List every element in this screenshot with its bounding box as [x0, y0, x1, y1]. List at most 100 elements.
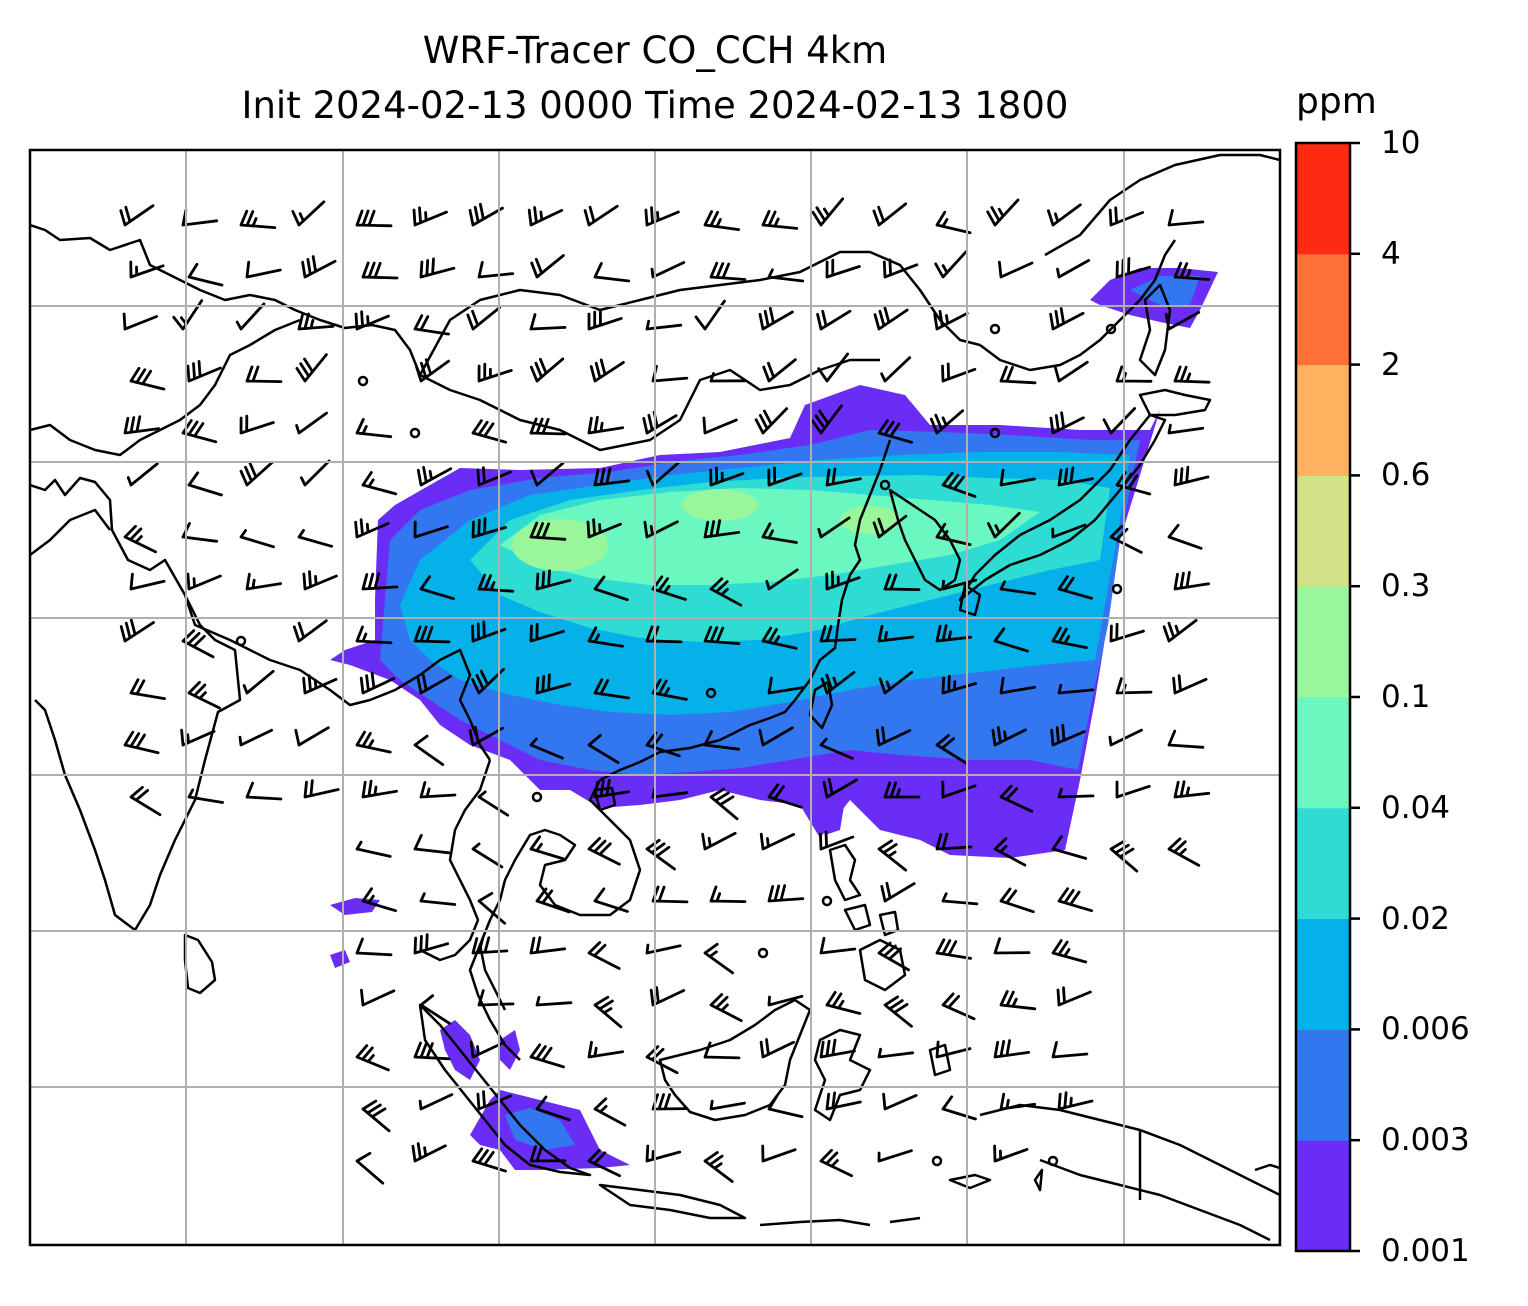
wind-barb	[413, 933, 450, 955]
wind-barb	[817, 516, 851, 539]
wind-barb	[709, 466, 745, 487]
wind-barb	[1051, 939, 1088, 964]
colorbar-unit-label: ppm	[1296, 81, 1377, 122]
wind-barb	[999, 676, 1036, 695]
wind-barb	[355, 730, 392, 754]
wind-barb	[1057, 1091, 1094, 1111]
tracer-concentration-field	[330, 268, 1218, 1170]
wind-barb	[872, 514, 908, 539]
wind-barb	[998, 260, 1034, 279]
wind-barb	[880, 881, 916, 903]
wind-barb	[359, 671, 396, 695]
wind-barb	[941, 578, 978, 591]
wind-barb	[122, 312, 158, 331]
coastline-borneo	[658, 998, 812, 1122]
wind-barb	[355, 937, 393, 957]
wind-barb	[468, 202, 504, 227]
colorbar-tick-label: 2	[1381, 346, 1401, 383]
wind-barb	[535, 887, 571, 914]
wind-barb	[295, 353, 328, 383]
wind-barb	[645, 319, 683, 331]
wind-barb	[935, 1040, 972, 1059]
wind-barb	[529, 737, 564, 760]
wind-barb	[527, 206, 564, 227]
wind-barb	[245, 781, 283, 801]
wind-barb	[529, 313, 567, 331]
wind-barb	[294, 726, 330, 747]
wind-barb	[593, 778, 630, 799]
coastline-philippines-mindanao	[858, 938, 907, 992]
plume-sumatra-inner	[505, 1108, 575, 1150]
colorbar-segment	[1296, 1029, 1350, 1141]
wind-barb	[593, 575, 629, 602]
wind-barb	[1162, 619, 1198, 643]
wind-barb	[1102, 407, 1136, 435]
wind-barb	[477, 261, 515, 279]
title-line-2: Init 2024-02-13 0000 Time 2024-02-13 180…	[241, 84, 1069, 127]
wind-barb	[765, 568, 799, 591]
wind-barb	[1049, 307, 1085, 331]
wind-barb	[583, 204, 619, 227]
wind-barb	[530, 254, 565, 279]
wind-barb	[767, 1094, 804, 1119]
wind-barb	[466, 306, 501, 331]
wind-barb	[529, 622, 565, 643]
coastline-halmahera	[928, 1043, 952, 1077]
wind-barb	[239, 414, 275, 435]
wind-barb	[181, 629, 215, 659]
wind-barb	[123, 730, 160, 755]
wind-barb	[476, 466, 512, 487]
wind-barb	[129, 678, 166, 700]
wind-barb	[767, 466, 803, 487]
wind-barb	[761, 626, 798, 650]
wind-barb	[762, 358, 797, 383]
colorbar-tick-label: 0.6	[1381, 457, 1431, 494]
wind-barb	[239, 209, 277, 229]
wind-barb	[877, 419, 914, 444]
wind-barb	[877, 1149, 913, 1163]
wind-barb	[1173, 571, 1210, 591]
wind-barb	[819, 936, 857, 955]
colorbar-tick-label: 4	[1381, 235, 1401, 272]
wind-barb	[991, 726, 1027, 747]
wind-barbs	[119, 197, 1211, 1185]
wind-barb	[825, 467, 862, 487]
wind-barb	[993, 1039, 1031, 1059]
wind-barb	[819, 830, 855, 851]
wind-barb	[702, 416, 738, 435]
wind-barb	[186, 360, 222, 383]
wind-barb	[758, 306, 794, 331]
wind-barb	[587, 1040, 624, 1059]
wind-barb	[1167, 523, 1203, 550]
wind-barb	[999, 990, 1037, 1011]
wind-barb	[941, 892, 979, 906]
wind-barb	[593, 887, 629, 913]
wind-barb	[934, 250, 968, 279]
colorbar-segment	[1296, 586, 1350, 698]
wind-barb	[1111, 583, 1123, 595]
wind-barb	[709, 993, 743, 1022]
coastline-japan-honshu	[958, 413, 1167, 602]
wind-barb	[238, 728, 273, 747]
wind-barb	[767, 268, 805, 283]
colorbar	[1294, 141, 1360, 1253]
wind-barb	[535, 1095, 571, 1122]
wind-barb	[187, 471, 223, 497]
wind-barb	[413, 314, 450, 336]
wind-barb	[301, 255, 337, 279]
coastline-sakhalin	[1138, 283, 1172, 377]
wind-barb	[709, 885, 747, 903]
wind-barb	[187, 788, 224, 804]
wind-barb	[761, 1144, 797, 1163]
wind-barb	[941, 362, 977, 383]
wind-barb	[703, 625, 741, 645]
wind-barb	[242, 669, 275, 695]
wind-barb	[879, 479, 891, 491]
wind-barb	[1109, 622, 1145, 643]
wind-barb	[357, 375, 369, 387]
wind-barb	[883, 995, 913, 1028]
wind-barb	[529, 417, 567, 436]
map-frame	[28, 148, 1282, 1247]
wind-barb	[883, 573, 921, 591]
wind-barb	[413, 734, 445, 766]
